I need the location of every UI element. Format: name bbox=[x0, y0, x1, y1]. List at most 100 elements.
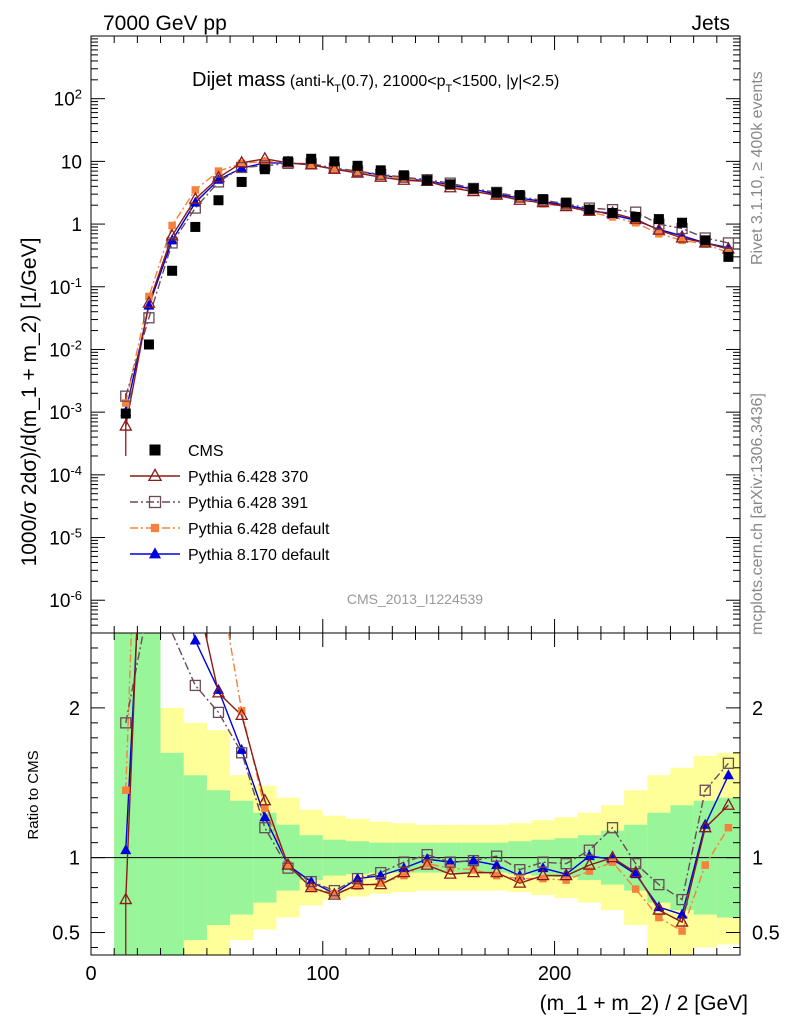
legend-marker-3 bbox=[150, 523, 160, 533]
point-1-23 bbox=[652, 222, 666, 235]
point-1-0 bbox=[119, 418, 133, 431]
point-1-1 bbox=[142, 295, 156, 308]
ratio-point-2-0 bbox=[122, 786, 130, 795]
ratio-point-2-7 bbox=[284, 861, 292, 869]
upper-ytick-label: 10-6 bbox=[49, 588, 82, 613]
ratio-point-1-25 bbox=[699, 784, 711, 796]
ratio-point-0-11 bbox=[374, 877, 388, 890]
point-1-4 bbox=[211, 170, 226, 183]
ratio-point-3-4 bbox=[212, 683, 224, 694]
upper-series-layer bbox=[119, 151, 736, 456]
xtick-label: 0 bbox=[85, 963, 96, 985]
point-2-1 bbox=[143, 312, 155, 324]
point-0-5 bbox=[236, 176, 247, 187]
point-0-24 bbox=[677, 217, 688, 228]
upper-ytick-label: 10-3 bbox=[49, 400, 82, 425]
point-1-8 bbox=[304, 157, 318, 170]
ratio-point-2-12 bbox=[400, 871, 408, 880]
upper-ylabel: 1000/σ 2dσ)/d(m_1 + m_2) [1/GeV] bbox=[18, 238, 41, 567]
point-4-3 bbox=[189, 196, 201, 207]
point-3-2 bbox=[168, 221, 176, 230]
point-3-5 bbox=[237, 159, 246, 168]
ratio-point-0-22 bbox=[629, 865, 643, 878]
ratio-point-0-0 bbox=[119, 892, 133, 905]
legend-marker-4 bbox=[148, 547, 162, 559]
ratio-point-0-26 bbox=[721, 797, 736, 810]
point-2-2 bbox=[166, 237, 178, 249]
point-0-2 bbox=[167, 265, 178, 276]
lower-ytick-label-right: 0.5 bbox=[752, 923, 780, 945]
point-0-21 bbox=[607, 208, 618, 219]
upper-ytick-label: 10-4 bbox=[49, 462, 82, 487]
point-0-23 bbox=[653, 214, 664, 225]
ratio-point-3-24 bbox=[676, 908, 688, 919]
upper-ytick-label: 102 bbox=[54, 86, 82, 111]
ratio-point-3-16 bbox=[491, 859, 503, 870]
legend-marker-0 bbox=[149, 444, 161, 456]
ratio-point-2-10 bbox=[353, 882, 362, 890]
ratio-point-2-23 bbox=[655, 913, 663, 922]
ratio-point-0-18 bbox=[536, 868, 550, 881]
point-1-3 bbox=[188, 191, 202, 204]
lower-ytick-label-left: 1 bbox=[69, 848, 80, 870]
point-0-1 bbox=[143, 339, 154, 350]
watermark: CMS_2013_I1224539 bbox=[347, 591, 483, 607]
point-0-4 bbox=[213, 195, 224, 206]
ratio-point-1-5 bbox=[236, 747, 248, 759]
upper-ytick-label: 10-2 bbox=[49, 337, 82, 362]
ratio-point-1-0 bbox=[120, 717, 132, 729]
xtick-label: 200 bbox=[538, 963, 571, 985]
legend-marker-2 bbox=[148, 495, 162, 509]
ratio-point-3-6 bbox=[259, 811, 271, 822]
ratio-point-3-3 bbox=[189, 634, 201, 645]
lower-ytick-label-left: 2 bbox=[69, 698, 80, 720]
ratio-point-1-20 bbox=[583, 844, 595, 856]
ratio-point-0-5 bbox=[235, 708, 249, 721]
header-left: 7000 GeV pp bbox=[103, 12, 227, 35]
ratio-point-1-17 bbox=[514, 863, 526, 876]
ratio-point-0-17 bbox=[513, 875, 527, 888]
ratio-point-0-8 bbox=[304, 880, 318, 893]
ratio-point-3-26 bbox=[722, 769, 734, 780]
ratio-point-2-16 bbox=[492, 871, 501, 880]
ratio-point-0-15 bbox=[466, 865, 481, 878]
ratio-point-2-18 bbox=[539, 874, 547, 883]
ratio-point-3-22 bbox=[630, 868, 642, 879]
header-right: Jets bbox=[691, 12, 730, 35]
point-0-11 bbox=[375, 165, 386, 176]
ratio-point-0-19 bbox=[559, 868, 573, 881]
ratio-point-1-9 bbox=[328, 884, 341, 897]
ratio-point-2-22 bbox=[631, 885, 640, 893]
ratio-line-1 bbox=[125, 633, 729, 901]
point-0-20 bbox=[584, 204, 595, 215]
ratio-point-0-9 bbox=[327, 887, 341, 900]
point-3-24 bbox=[678, 236, 686, 245]
ratio-point-2-9 bbox=[330, 889, 339, 898]
legend-label-4: Pythia 8.170 default bbox=[188, 547, 330, 564]
lower-ytick-label-left: 0.5 bbox=[52, 923, 80, 945]
ratio-point-1-18 bbox=[537, 856, 549, 868]
ratio-point-2-24 bbox=[678, 927, 686, 935]
chart-title: Dijet mass (anti-kT(0.7), 21000<pT<1500,… bbox=[192, 69, 559, 95]
point-2-26 bbox=[722, 237, 735, 249]
ratio-point-1-4 bbox=[212, 706, 225, 719]
point-0-26 bbox=[723, 251, 734, 262]
legend-label-3: Pythia 6.428 default bbox=[188, 521, 330, 538]
ratio-point-2-20 bbox=[585, 867, 594, 875]
point-1-5 bbox=[235, 155, 249, 168]
point-1-10 bbox=[350, 165, 365, 178]
point-0-3 bbox=[190, 221, 201, 232]
ratio-point-2-6 bbox=[261, 804, 269, 812]
ratio-point-0-16 bbox=[490, 865, 504, 878]
ratio-point-2-11 bbox=[376, 879, 385, 887]
ratio-point-0-23 bbox=[652, 902, 666, 915]
mcplots-label: mcplots.cern.ch [arXiv:1306.3436] bbox=[749, 393, 766, 635]
point-0-18 bbox=[537, 194, 548, 205]
ratio-point-1-10 bbox=[351, 872, 364, 885]
point-3-3 bbox=[191, 186, 200, 194]
point-1-2 bbox=[165, 228, 179, 241]
ratio-point-3-0 bbox=[120, 844, 132, 855]
upper-ytick-label: 1 bbox=[71, 215, 82, 236]
ratio-point-2-5 bbox=[237, 707, 246, 715]
upper-axes: 10-6 10-5 10-4 10-3 10-2 10-1 1 10 102 bbox=[49, 35, 741, 634]
